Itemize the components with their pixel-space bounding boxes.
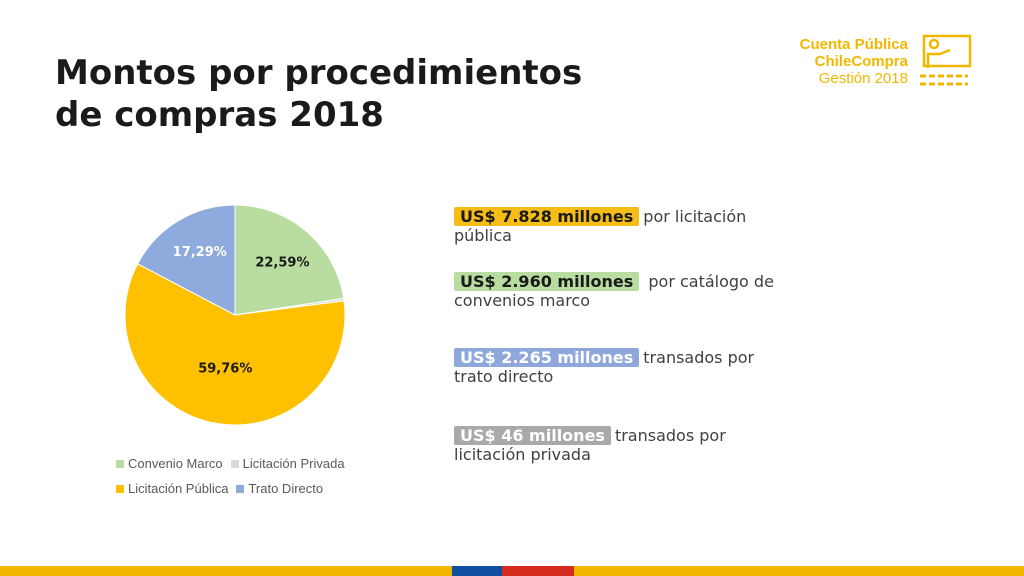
brand-line-1: Cuenta Pública <box>799 36 908 53</box>
presenter-icon <box>920 34 972 86</box>
legend-label: Convenio Marco <box>128 456 223 471</box>
legend-swatch <box>230 459 239 468</box>
legend-item-convenio-marco: Convenio Marco <box>116 456 223 471</box>
amount-description: transados por trato directo <box>454 348 755 386</box>
footer-segment <box>0 566 452 576</box>
footer-segment <box>452 566 502 576</box>
amount-note-trato-directo: US$ 2.265 millones transados por trato di… <box>454 348 784 386</box>
amount-note-convenio-marco: US$ 2.960 millones por catálogo de conve… <box>454 272 784 310</box>
chart-legend: Convenio Marco Licitación Privada Licita… <box>116 451 376 501</box>
brand-line-3: Gestión 2018 <box>818 70 908 87</box>
legend-item-licitacion-privada: Licitación Privada <box>230 456 345 471</box>
pie-slice-trato-directo <box>136 204 236 316</box>
pie-data-label: 17,29% <box>173 245 227 260</box>
amount-note-licitacion-publica: US$ 7.828 millones por licitación pública <box>454 207 784 245</box>
legend-swatch <box>116 484 124 493</box>
brand-line-2: ChileCompra <box>814 53 908 70</box>
amount-description: transados por licitación privada <box>454 426 726 464</box>
amount-highlight: US$ 46 millones <box>454 426 611 445</box>
legend-item-licitacion-publica: Licitación Pública <box>116 481 228 496</box>
legend-label: Licitación Privada <box>242 456 345 471</box>
amount-highlight: US$ 7.828 millones <box>454 207 640 226</box>
pie-slice-convenio-marco <box>234 204 345 316</box>
page-title: Montos por procedimientos de compras 201… <box>55 52 582 136</box>
footer-segment <box>502 566 574 576</box>
amount-note-licitacion-privada: US$ 46 millones transados por licitación … <box>454 426 784 464</box>
amount-description: por licitación pública <box>454 207 747 245</box>
legend-swatch <box>116 459 124 468</box>
brand-logo-text: Cuenta Pública ChileCompra Gestión 2018 <box>800 36 908 87</box>
amount-highlight: US$ 2.960 millones <box>454 272 640 291</box>
title-line-1: Montos por procedimientos <box>55 53 583 93</box>
pie-chart: 22,59%0,35%59,76%17,29% <box>124 204 346 426</box>
footer-segment <box>574 566 1024 576</box>
legend-swatch <box>236 484 245 493</box>
amount-description: por catálogo de convenios marco <box>454 272 774 310</box>
pie-data-label: 22,59% <box>255 256 309 271</box>
legend-label: Licitación Pública <box>128 481 229 496</box>
amount-highlight: US$ 2.265 millones <box>454 348 640 367</box>
legend-item-trato-directo: Trato Directo <box>236 481 323 496</box>
pie-data-label: 59,76% <box>198 362 252 377</box>
pie-slice-licitación-pública <box>124 263 346 426</box>
footer-color-bar <box>0 566 1024 576</box>
title-line-2: de compras 2018 <box>55 95 384 135</box>
legend-label: Trato Directo <box>248 481 324 496</box>
